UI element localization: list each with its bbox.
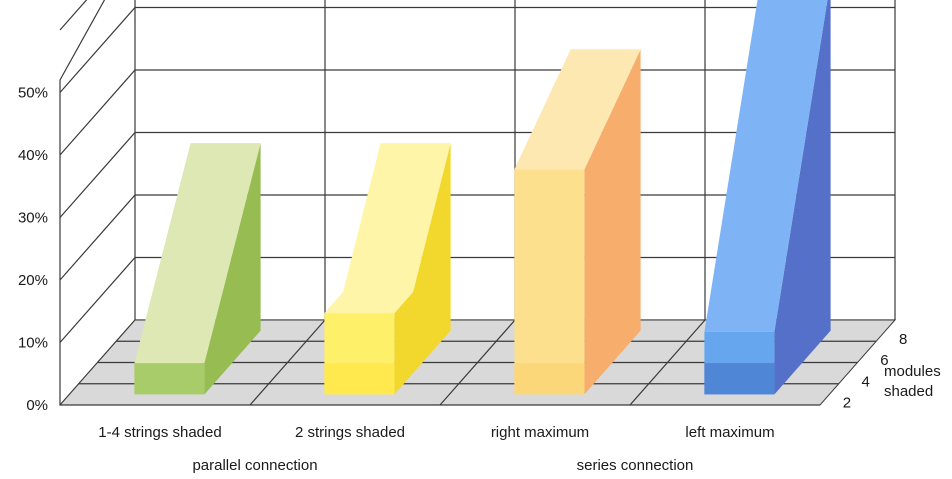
depth-axis-label: modules (884, 363, 941, 380)
chart-bars (134, 0, 831, 395)
gridline-left (59, 132, 136, 218)
gridline-left (59, 0, 106, 81)
gridline-left (59, 7, 136, 93)
gridline-left (59, 194, 136, 281)
y-tick-label: 40% (18, 147, 48, 164)
gridline-left (59, 69, 136, 156)
bar-front-base (514, 363, 585, 395)
bar-front-base (134, 363, 205, 395)
bar-top (324, 143, 451, 314)
bar-right-maximum (514, 49, 641, 395)
bar-top (704, 0, 828, 332)
category-label: right maximum (491, 424, 589, 441)
bar-top (514, 49, 641, 170)
depth-tick-label: 2 (843, 395, 851, 412)
group-label: parallel connection (192, 457, 317, 474)
bar-front (514, 169, 585, 395)
floor-divider (249, 319, 326, 406)
group-label: series connection (577, 457, 694, 474)
bar-side (774, 0, 831, 395)
bar-top (134, 143, 261, 364)
chart-labels: 0% 10% 20% 30% 40% 50% 1-4 strings shaded 2 str… (18, 85, 941, 475)
bar-left-maximum (704, 0, 831, 395)
category-label: left maximum (685, 424, 774, 441)
y-tick-label: 20% (18, 272, 48, 289)
floor-divider (629, 319, 706, 406)
depth-tick-label: 6 (880, 352, 888, 369)
bar-1-4-strings-shaded (134, 143, 261, 395)
bar-front-base (324, 363, 395, 395)
depth-tick-label: 8 (899, 331, 907, 348)
bar-side (394, 143, 451, 395)
depth-tick-label: 4 (861, 373, 869, 390)
floor-divider (439, 319, 516, 406)
y-tick-label: 0% (26, 397, 48, 414)
y-tick-label: 10% (18, 335, 48, 352)
bar-2-strings-shaded (324, 143, 451, 395)
category-label: 1-4 strings shaded (98, 424, 221, 441)
bar-front-base (704, 363, 775, 395)
y-tick-label: 30% (18, 210, 48, 227)
bar-side (584, 49, 641, 395)
y-tick-label: 50% (18, 85, 48, 102)
depth-axis-label: shaded (884, 383, 933, 400)
bar-side (204, 143, 261, 395)
gridline-left (59, 257, 136, 343)
category-label: 2 strings shaded (295, 424, 405, 441)
